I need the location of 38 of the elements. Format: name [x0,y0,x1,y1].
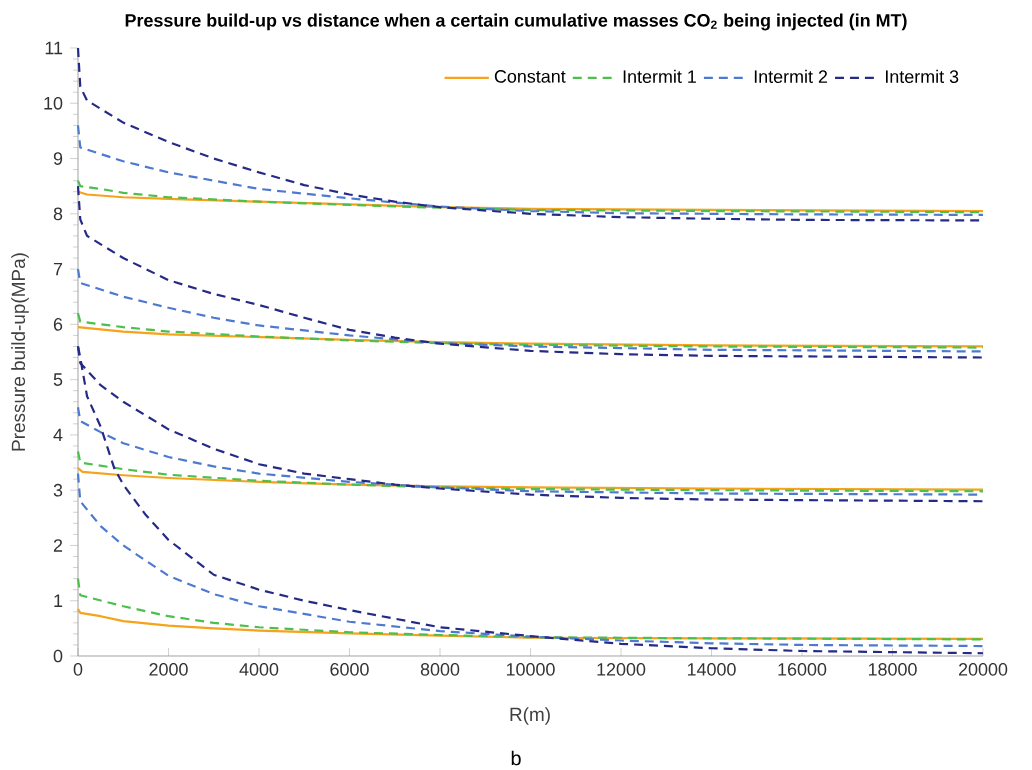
line-series [76,185,985,359]
legend-label: Intermit 1 [623,69,696,83]
chart-title: Pressure build-up vs distance when a certain cumulative masses CO$_{2}$ being injected (in MT) [125,13,907,31]
y-tick-label: 6 [53,318,63,331]
legend-label: Constant [494,70,566,83]
x-tick-label: 10000 [506,663,555,676]
x-tick-label: 0 [73,663,83,676]
y-tick-label: 11 [45,41,63,55]
legend-label: Intermit 3 [885,69,959,83]
y-tick-label: 8 [53,207,63,221]
y-tick-label: 5 [53,373,63,386]
text: b [511,750,521,766]
line-series [76,607,985,640]
line-series [76,312,985,349]
x-tick-label: 14000 [687,663,736,676]
y-tick-label: 7 [53,262,63,276]
line-series [76,466,985,491]
line-series [76,450,985,493]
line-series [76,190,985,213]
x-tick-label: 18000 [868,663,917,676]
y-tick-label: 0 [53,649,63,663]
y-tick-label: 4 [53,428,63,442]
y-tick-label: 3 [53,483,63,497]
x-tick-label: 16000 [778,663,827,676]
y-tick-label: 10 [44,96,63,110]
x-tick-label: 2000 [149,663,188,676]
x-tick-label: 20000 [958,663,1008,676]
line-series [76,472,985,648]
x-tick-label: 6000 [330,663,369,676]
y-tick-label: 1 [54,594,63,607]
y-tick-label: 2 [53,539,63,552]
x-tick-label: 4000 [239,663,279,676]
y-tick-label: 9 [53,152,63,165]
x-axis-title: R(m) [510,707,550,725]
x-tick-label: 12000 [597,663,646,676]
legend-label: Intermit 2 [754,69,828,83]
y-axis-title: Pressure build-up(MPa) [11,253,29,451]
x-tick-label: 8000 [420,663,460,676]
